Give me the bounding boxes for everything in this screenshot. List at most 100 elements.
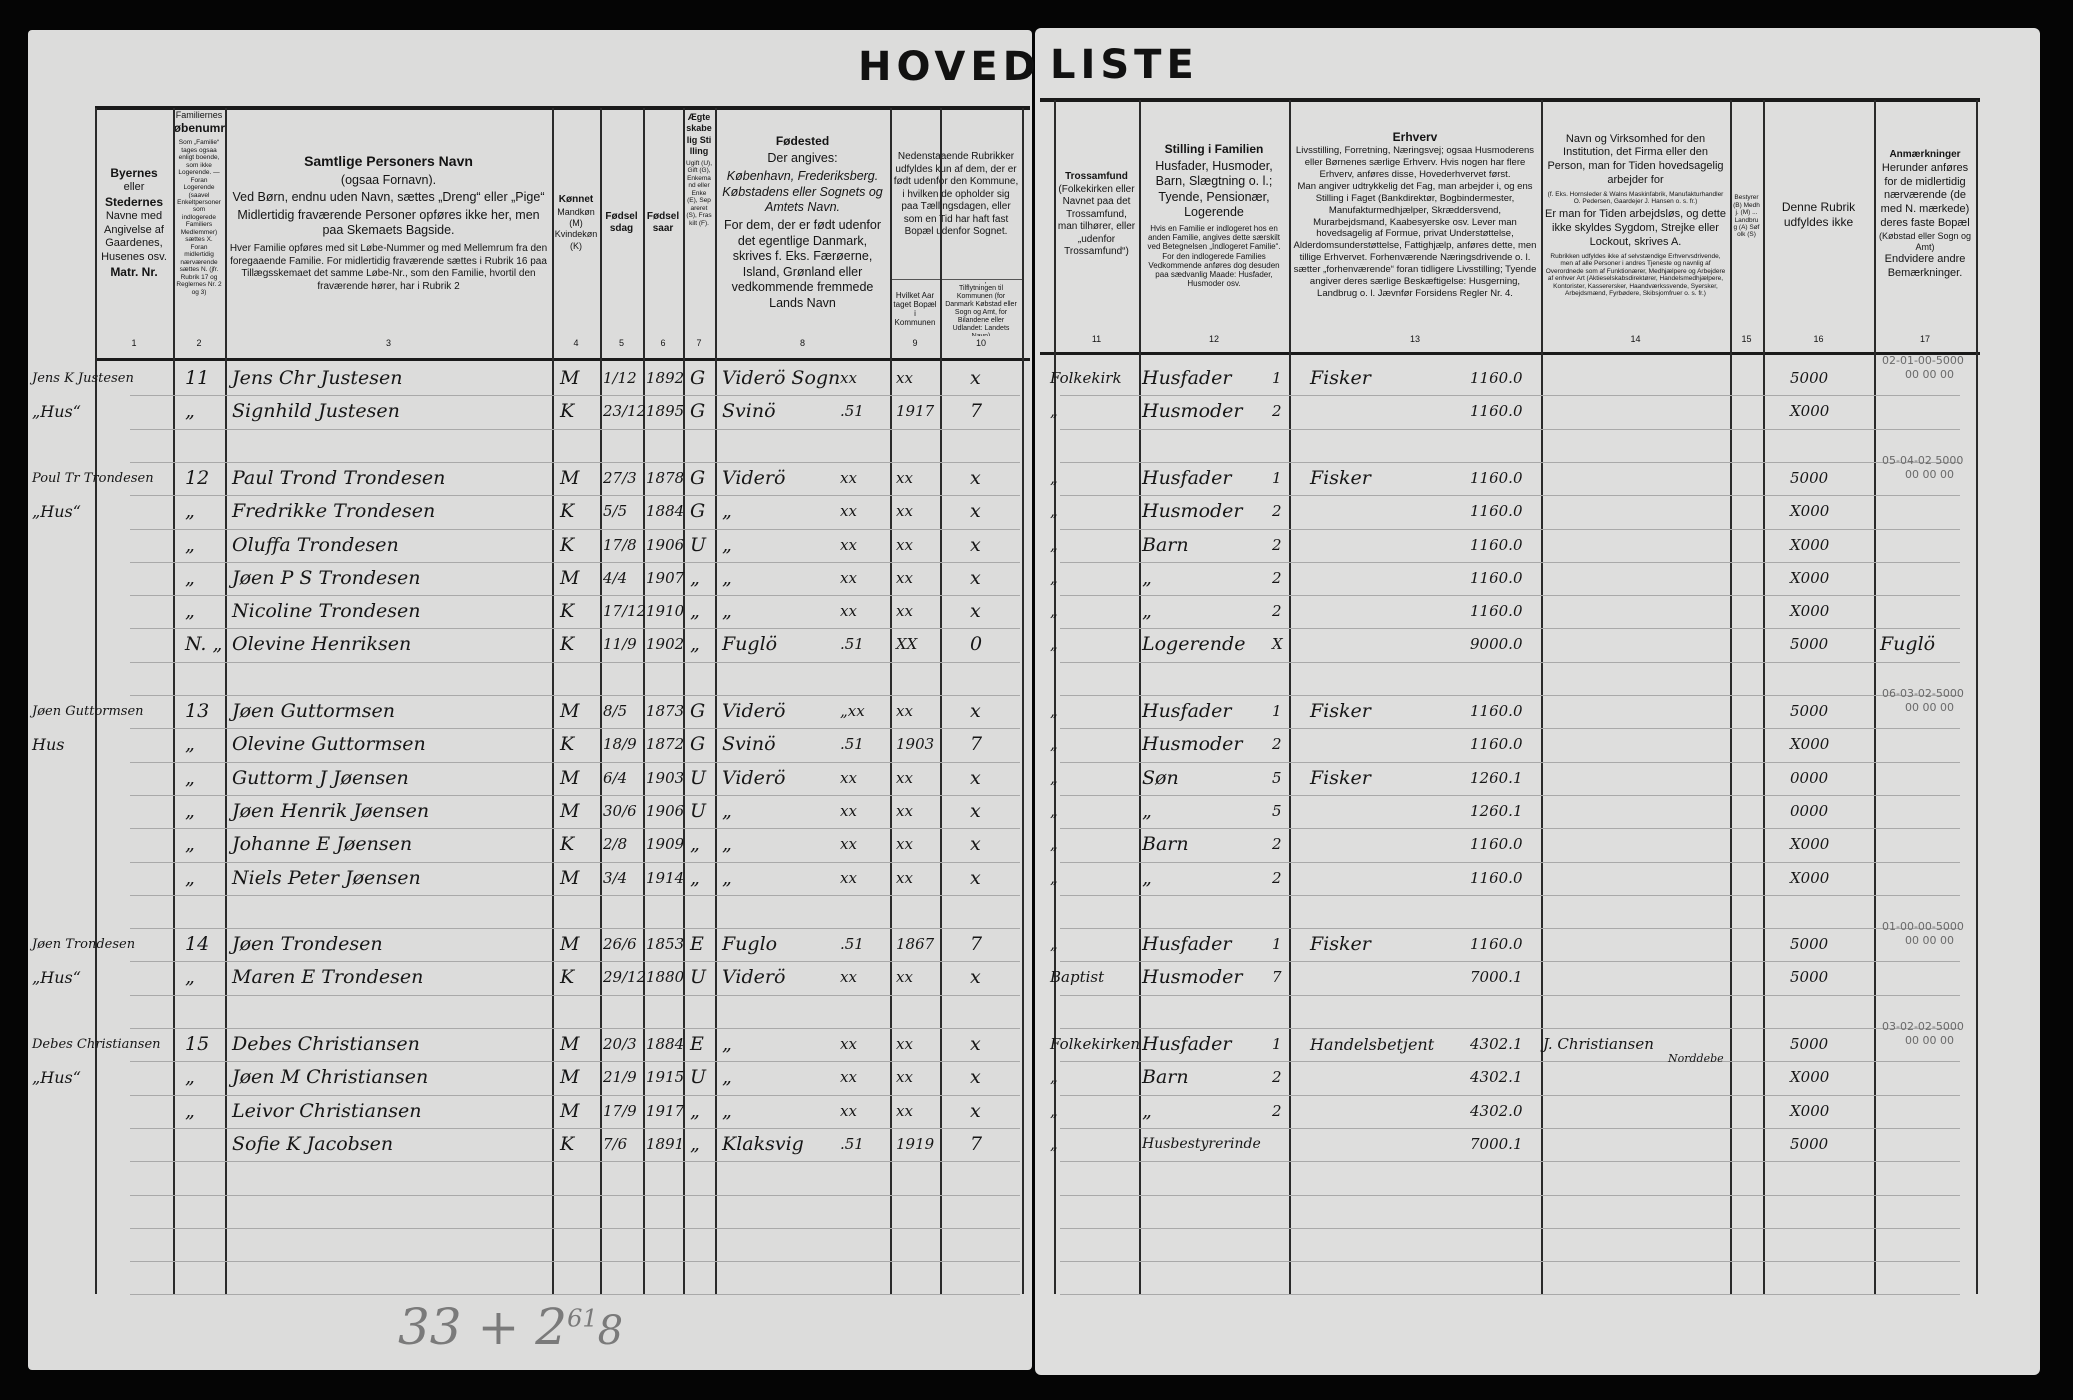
family-role-code-cell: 2 [1272,502,1282,521]
family-number-cell: „ [185,799,195,822]
family-role-cell: Husfader [1142,466,1232,489]
row-rule [1060,461,1960,463]
moved-year-cell: xx [896,868,913,887]
birthday-cell: 2/8 [603,835,628,854]
header-text: Hvilket Aar taget Bopæl i Kommunen [893,290,937,328]
sex-cell: K [560,633,575,656]
birthday-cell: 27/3 [603,468,637,487]
marital-status-cell: U [690,766,707,789]
header-top-rule-right [1040,98,1980,102]
row-rule [130,761,1020,763]
sex-cell: K [560,400,575,423]
name-cell: Jøen P S Trondesen [232,566,421,589]
moved-year-cell: 1917 [896,402,935,421]
header-text: Sidste Bopæl før Tilflytningen til Kommu… [945,282,1017,336]
birthplace-cell: Fuglo [722,933,778,956]
header-text: Familiernes [175,110,223,120]
header-col-12: Stilling i Familien Husfader, Husmoder, … [1139,104,1289,326]
birth-year-cell: 1880 [646,968,685,987]
birthday-cell: 3/4 [603,868,628,887]
header-col-15: Bestyrer (B) Medhj. (M) ... Landbrug (A)… [1730,104,1763,326]
family-role-cell: Husmoder [1142,400,1243,423]
birth-year-cell: 1915 [646,1068,685,1087]
row-rule [130,861,1020,863]
marital-status-cell: „ [690,600,700,623]
occupation-code-cell: 4302.1 [1470,1035,1523,1053]
row-rule [130,1061,1020,1063]
birthplace-note-cell: xx [840,835,857,854]
family-role-code-cell: 2 [1272,602,1282,621]
header-col-17: Anmærkninger Herunder anføres for de mid… [1874,104,1976,326]
header-text: Navn og Virksomhed for den Institution, … [1547,132,1724,186]
birthday-cell: 8/5 [603,702,628,720]
birthday-cell: 6/4 [603,768,628,787]
birthplace-note-cell: xx [840,868,857,887]
code-16-cell: 0000 [1790,801,1829,820]
column-number: 17 [1919,334,1930,344]
place-cell: Debes Christiansen [32,1037,161,1052]
name-cell: Fredrikke Trondesen [232,500,436,523]
occupation-code-cell: 1160.0 [1470,369,1523,387]
birthplace-cell: „ [722,1099,732,1122]
family-role-cell: Barn [1142,833,1189,856]
name-cell: Oluffa Trondesen [232,533,399,556]
birth-year-cell: 1884 [646,502,685,521]
family-number-cell: „ [185,400,195,423]
religion-cell: „ [1050,1101,1058,1120]
code-16-cell: X000 [1790,1101,1830,1120]
moved-year-cell: xx [896,369,913,387]
birthday-cell: 1/12 [603,369,637,387]
birthplace-cell: „ [722,533,732,556]
pencil-note-sub: 8 [597,1308,624,1354]
name-cell: Debes Christiansen [232,1033,420,1055]
previous-residence-cell: x [970,866,981,889]
birthplace-cell: Viderö [722,766,786,789]
sex-cell: K [560,600,575,623]
family-role-code-cell: 5 [1272,801,1282,820]
family-number-cell: „ [185,500,195,523]
header-col-1: Byernes eller Stedernes Navne med Angive… [95,112,173,334]
birthday-cell: 30/6 [603,801,637,820]
row-rule [130,1261,1020,1263]
occupation-cell: Handelsbetjent [1310,1035,1435,1054]
name-cell: Olevine Henriksen [232,633,412,656]
row-rule [1060,961,1960,963]
code-16-cell: 5000 [1790,968,1829,987]
column-rule [95,108,97,1295]
row-rule [130,1094,1020,1096]
occupation-code-cell: 1160.0 [1470,835,1523,854]
marital-status-cell: G [690,700,706,722]
place-cell: Jøen Trondesen [32,937,136,953]
name-cell: Maren E Trondesen [232,966,424,989]
birthplace-cell: „ [722,500,732,523]
header-text: Ægteskabelig Stilling [686,112,712,156]
column-number: 7 [696,338,702,348]
family-role-cell: Søn [1142,766,1179,789]
family-number-cell: „ [185,833,195,856]
family-number-cell: „ [185,766,195,789]
remark-cell-line-2: 00 00 00 [1905,1034,1954,1047]
family-number-cell: 12 [185,466,210,489]
row-rule [1060,1061,1960,1063]
birthday-cell: 23/12 [603,402,647,421]
birth-year-cell: 1903 [646,768,685,787]
previous-residence-cell: 7 [970,733,983,756]
row-rule [130,395,1020,397]
occupation-code-cell: 7000.1 [1470,968,1523,987]
code-16-cell: X000 [1790,868,1830,887]
name-cell: Guttorm J Jøensen [232,766,409,789]
row-rule [1060,828,1960,830]
header-text: (Folkekirken eller Navnet paa det Trossa… [1057,183,1136,258]
sex-cell: M [560,1066,580,1089]
header-col-5: Fødselsdag [600,112,643,334]
row-rule [130,928,1020,930]
family-role-cell: Husfader [1142,367,1232,389]
family-role-cell: Husmoder [1142,966,1243,989]
marital-status-cell: U [690,966,707,989]
birthplace-cell: „ [722,600,732,623]
birthplace-note-cell: „xx [840,702,865,720]
column-number: 13 [1409,334,1420,344]
header-text: Som „Familie“ tages ogsaa enligt boende,… [176,139,222,296]
moved-year-cell: xx [896,502,913,521]
header-text: For dem, der er født udenfor det egentli… [723,217,881,310]
